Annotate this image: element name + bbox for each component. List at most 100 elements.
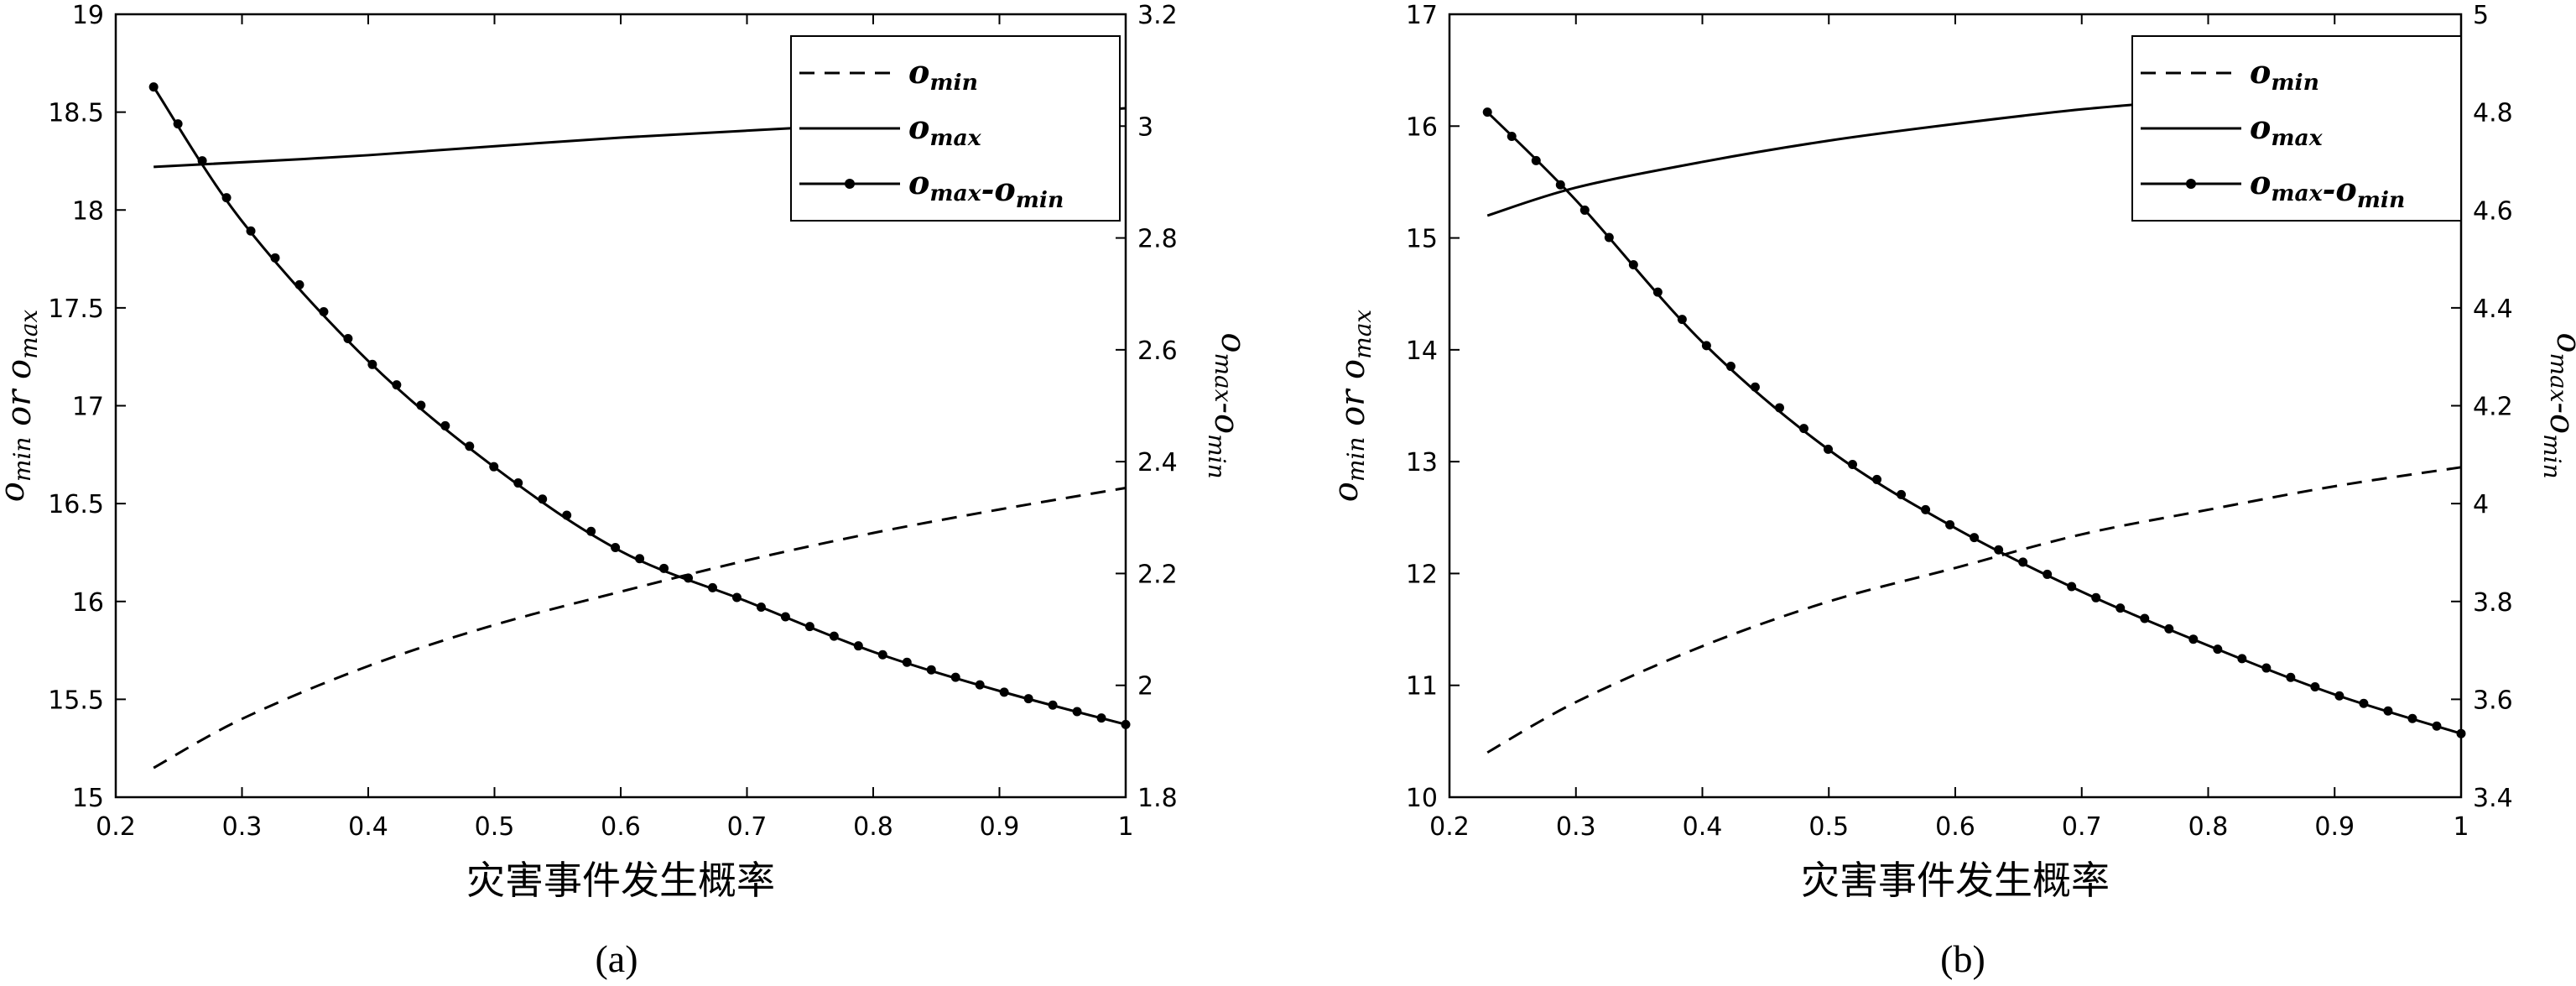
data-point bbox=[2213, 644, 2223, 655]
data-point bbox=[586, 526, 596, 536]
legend-label: omax bbox=[2250, 108, 2324, 151]
x-axis-label: 灾害事件发生概率 bbox=[466, 858, 775, 903]
y-left-tick-label: 17 bbox=[72, 393, 104, 422]
data-point bbox=[1677, 315, 1687, 325]
y-right-tick-label: 3.2 bbox=[1137, 1, 1178, 30]
data-point bbox=[2286, 672, 2296, 682]
data-point bbox=[1774, 403, 1784, 413]
data-point bbox=[1652, 287, 1663, 297]
data-point bbox=[367, 359, 377, 369]
data-point bbox=[829, 631, 839, 641]
data-point bbox=[2261, 663, 2272, 673]
x-tick-label: 0.4 bbox=[348, 812, 388, 842]
data-point bbox=[319, 306, 329, 316]
x-tick-label: 0.2 bbox=[1429, 812, 1470, 842]
y-right-tick-label: 2.4 bbox=[1137, 448, 1178, 477]
y-right-axis-label: omax-omin bbox=[2538, 332, 2576, 478]
data-point bbox=[2018, 557, 2028, 567]
data-point bbox=[1507, 131, 1517, 141]
y-left-tick-label: 13 bbox=[1406, 448, 1438, 477]
data-point bbox=[926, 665, 936, 675]
data-point bbox=[2359, 698, 2369, 708]
legend: omin omax omax-omin bbox=[2131, 35, 2462, 222]
data-point bbox=[1604, 232, 1614, 243]
legend: omin omax omax-omin bbox=[790, 35, 1121, 222]
y-right-tick-label: 4 bbox=[2473, 490, 2489, 519]
data-point bbox=[513, 478, 523, 488]
data-point bbox=[343, 334, 353, 344]
data-point bbox=[2310, 682, 2320, 692]
data-point bbox=[877, 650, 887, 660]
data-point bbox=[1848, 459, 1858, 469]
series-line-o-min bbox=[153, 486, 1127, 769]
data-point bbox=[1823, 444, 1833, 454]
x-tick-label: 0.5 bbox=[1808, 812, 1849, 842]
y-right-tick-label: 2 bbox=[1137, 672, 1153, 702]
data-point bbox=[1701, 341, 1711, 351]
y-left-tick-label: 18 bbox=[72, 196, 104, 226]
x-tick-label: 0.3 bbox=[1556, 812, 1596, 842]
legend-label: omin bbox=[908, 53, 978, 96]
y-left-tick-label: 15 bbox=[72, 784, 104, 813]
data-point bbox=[2140, 613, 2150, 623]
y-left-axis-label: omin or omax bbox=[1327, 310, 1376, 503]
data-point bbox=[440, 420, 450, 430]
y-right-tick-label: 4.2 bbox=[2473, 393, 2513, 422]
data-point bbox=[684, 573, 694, 583]
data-point bbox=[2456, 728, 2466, 738]
data-point bbox=[2091, 592, 2101, 603]
x-tick-label: 0.7 bbox=[2062, 812, 2102, 842]
data-point bbox=[2334, 691, 2344, 701]
y-left-tick-label: 12 bbox=[1406, 560, 1438, 589]
data-point bbox=[659, 563, 669, 573]
y-left-tick-label: 16.5 bbox=[48, 490, 104, 519]
data-point bbox=[1121, 719, 1131, 729]
data-point bbox=[1555, 180, 1565, 190]
data-point bbox=[1482, 107, 1492, 117]
y-right-tick-label: 5 bbox=[2473, 1, 2489, 30]
legend-label: omin bbox=[2250, 53, 2319, 96]
data-point bbox=[1048, 700, 1058, 710]
y-left-tick-label: 10 bbox=[1406, 784, 1438, 813]
data-point bbox=[173, 119, 183, 129]
data-point bbox=[562, 510, 572, 520]
y-left-tick-label: 17 bbox=[1406, 1, 1438, 30]
data-point bbox=[1970, 533, 1980, 543]
data-point bbox=[246, 226, 256, 236]
y-right-tick-label: 3 bbox=[1137, 112, 1153, 142]
y-right-tick-label: 3.4 bbox=[2473, 784, 2513, 813]
y-left-axis-label-text: omin or omax bbox=[1327, 310, 1376, 503]
data-point bbox=[1628, 260, 1638, 270]
y-right-tick-label: 4.8 bbox=[2473, 99, 2513, 128]
data-point bbox=[611, 543, 621, 553]
y-right-tick-label: 4.4 bbox=[2473, 295, 2513, 324]
data-point bbox=[2067, 582, 2077, 592]
data-point bbox=[148, 82, 159, 92]
y-left-tick-label: 14 bbox=[1406, 336, 1438, 366]
x-tick-label: 0.9 bbox=[2314, 812, 2355, 842]
data-point bbox=[1725, 362, 1736, 372]
y-left-tick-label: 11 bbox=[1406, 672, 1438, 702]
legend-label: omax-omin bbox=[2250, 164, 2405, 213]
y-left-axis-label: omin or omax bbox=[0, 310, 43, 503]
data-point bbox=[2432, 721, 2442, 731]
data-point bbox=[1072, 707, 1082, 717]
data-point bbox=[853, 641, 863, 651]
data-point bbox=[1994, 545, 2004, 555]
y-right-tick-label: 3.6 bbox=[2473, 686, 2513, 715]
legend-marker bbox=[2186, 179, 2196, 189]
data-point bbox=[538, 494, 548, 504]
y-right-tick-label: 2.6 bbox=[1137, 336, 1178, 366]
series-line-o-min bbox=[1486, 466, 2462, 754]
y-left-tick-label: 19 bbox=[72, 1, 104, 30]
y-left-tick-label: 16 bbox=[1406, 112, 1438, 142]
data-point bbox=[197, 156, 207, 166]
x-tick-label: 0.8 bbox=[2188, 812, 2229, 842]
x-tick-label: 0.6 bbox=[601, 812, 641, 842]
data-point bbox=[1096, 713, 1106, 723]
x-tick-label: 0.4 bbox=[1683, 812, 1723, 842]
data-point bbox=[1872, 474, 1882, 484]
y-right-axis-label-text: omax-omin bbox=[2538, 332, 2576, 478]
data-point bbox=[1023, 694, 1033, 704]
x-tick-label: 1 bbox=[1117, 812, 1133, 842]
